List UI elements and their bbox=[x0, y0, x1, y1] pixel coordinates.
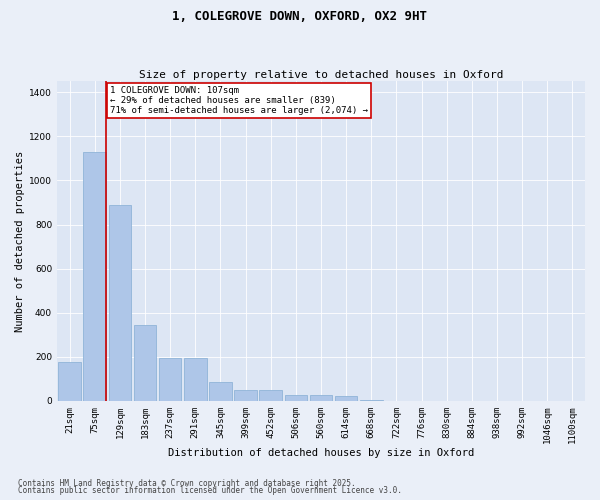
Bar bbox=[234, 390, 257, 401]
Text: Contains public sector information licensed under the Open Government Licence v3: Contains public sector information licen… bbox=[18, 486, 402, 495]
Bar bbox=[360, 400, 383, 401]
Bar bbox=[83, 152, 106, 401]
Bar bbox=[335, 396, 358, 401]
Bar bbox=[310, 396, 332, 401]
Text: 1 COLEGROVE DOWN: 107sqm
← 29% of detached houses are smaller (839)
71% of semi-: 1 COLEGROVE DOWN: 107sqm ← 29% of detach… bbox=[110, 86, 368, 116]
Bar bbox=[184, 358, 206, 401]
Bar bbox=[58, 362, 81, 401]
Title: Size of property relative to detached houses in Oxford: Size of property relative to detached ho… bbox=[139, 70, 503, 81]
Bar bbox=[159, 358, 181, 401]
Bar bbox=[134, 325, 157, 401]
Bar bbox=[109, 204, 131, 401]
Y-axis label: Number of detached properties: Number of detached properties bbox=[15, 150, 25, 332]
Bar bbox=[259, 390, 282, 401]
Text: Contains HM Land Registry data © Crown copyright and database right 2025.: Contains HM Land Registry data © Crown c… bbox=[18, 478, 356, 488]
Text: 1, COLEGROVE DOWN, OXFORD, OX2 9HT: 1, COLEGROVE DOWN, OXFORD, OX2 9HT bbox=[173, 10, 427, 23]
X-axis label: Distribution of detached houses by size in Oxford: Distribution of detached houses by size … bbox=[168, 448, 474, 458]
Bar bbox=[284, 396, 307, 401]
Bar bbox=[209, 382, 232, 401]
